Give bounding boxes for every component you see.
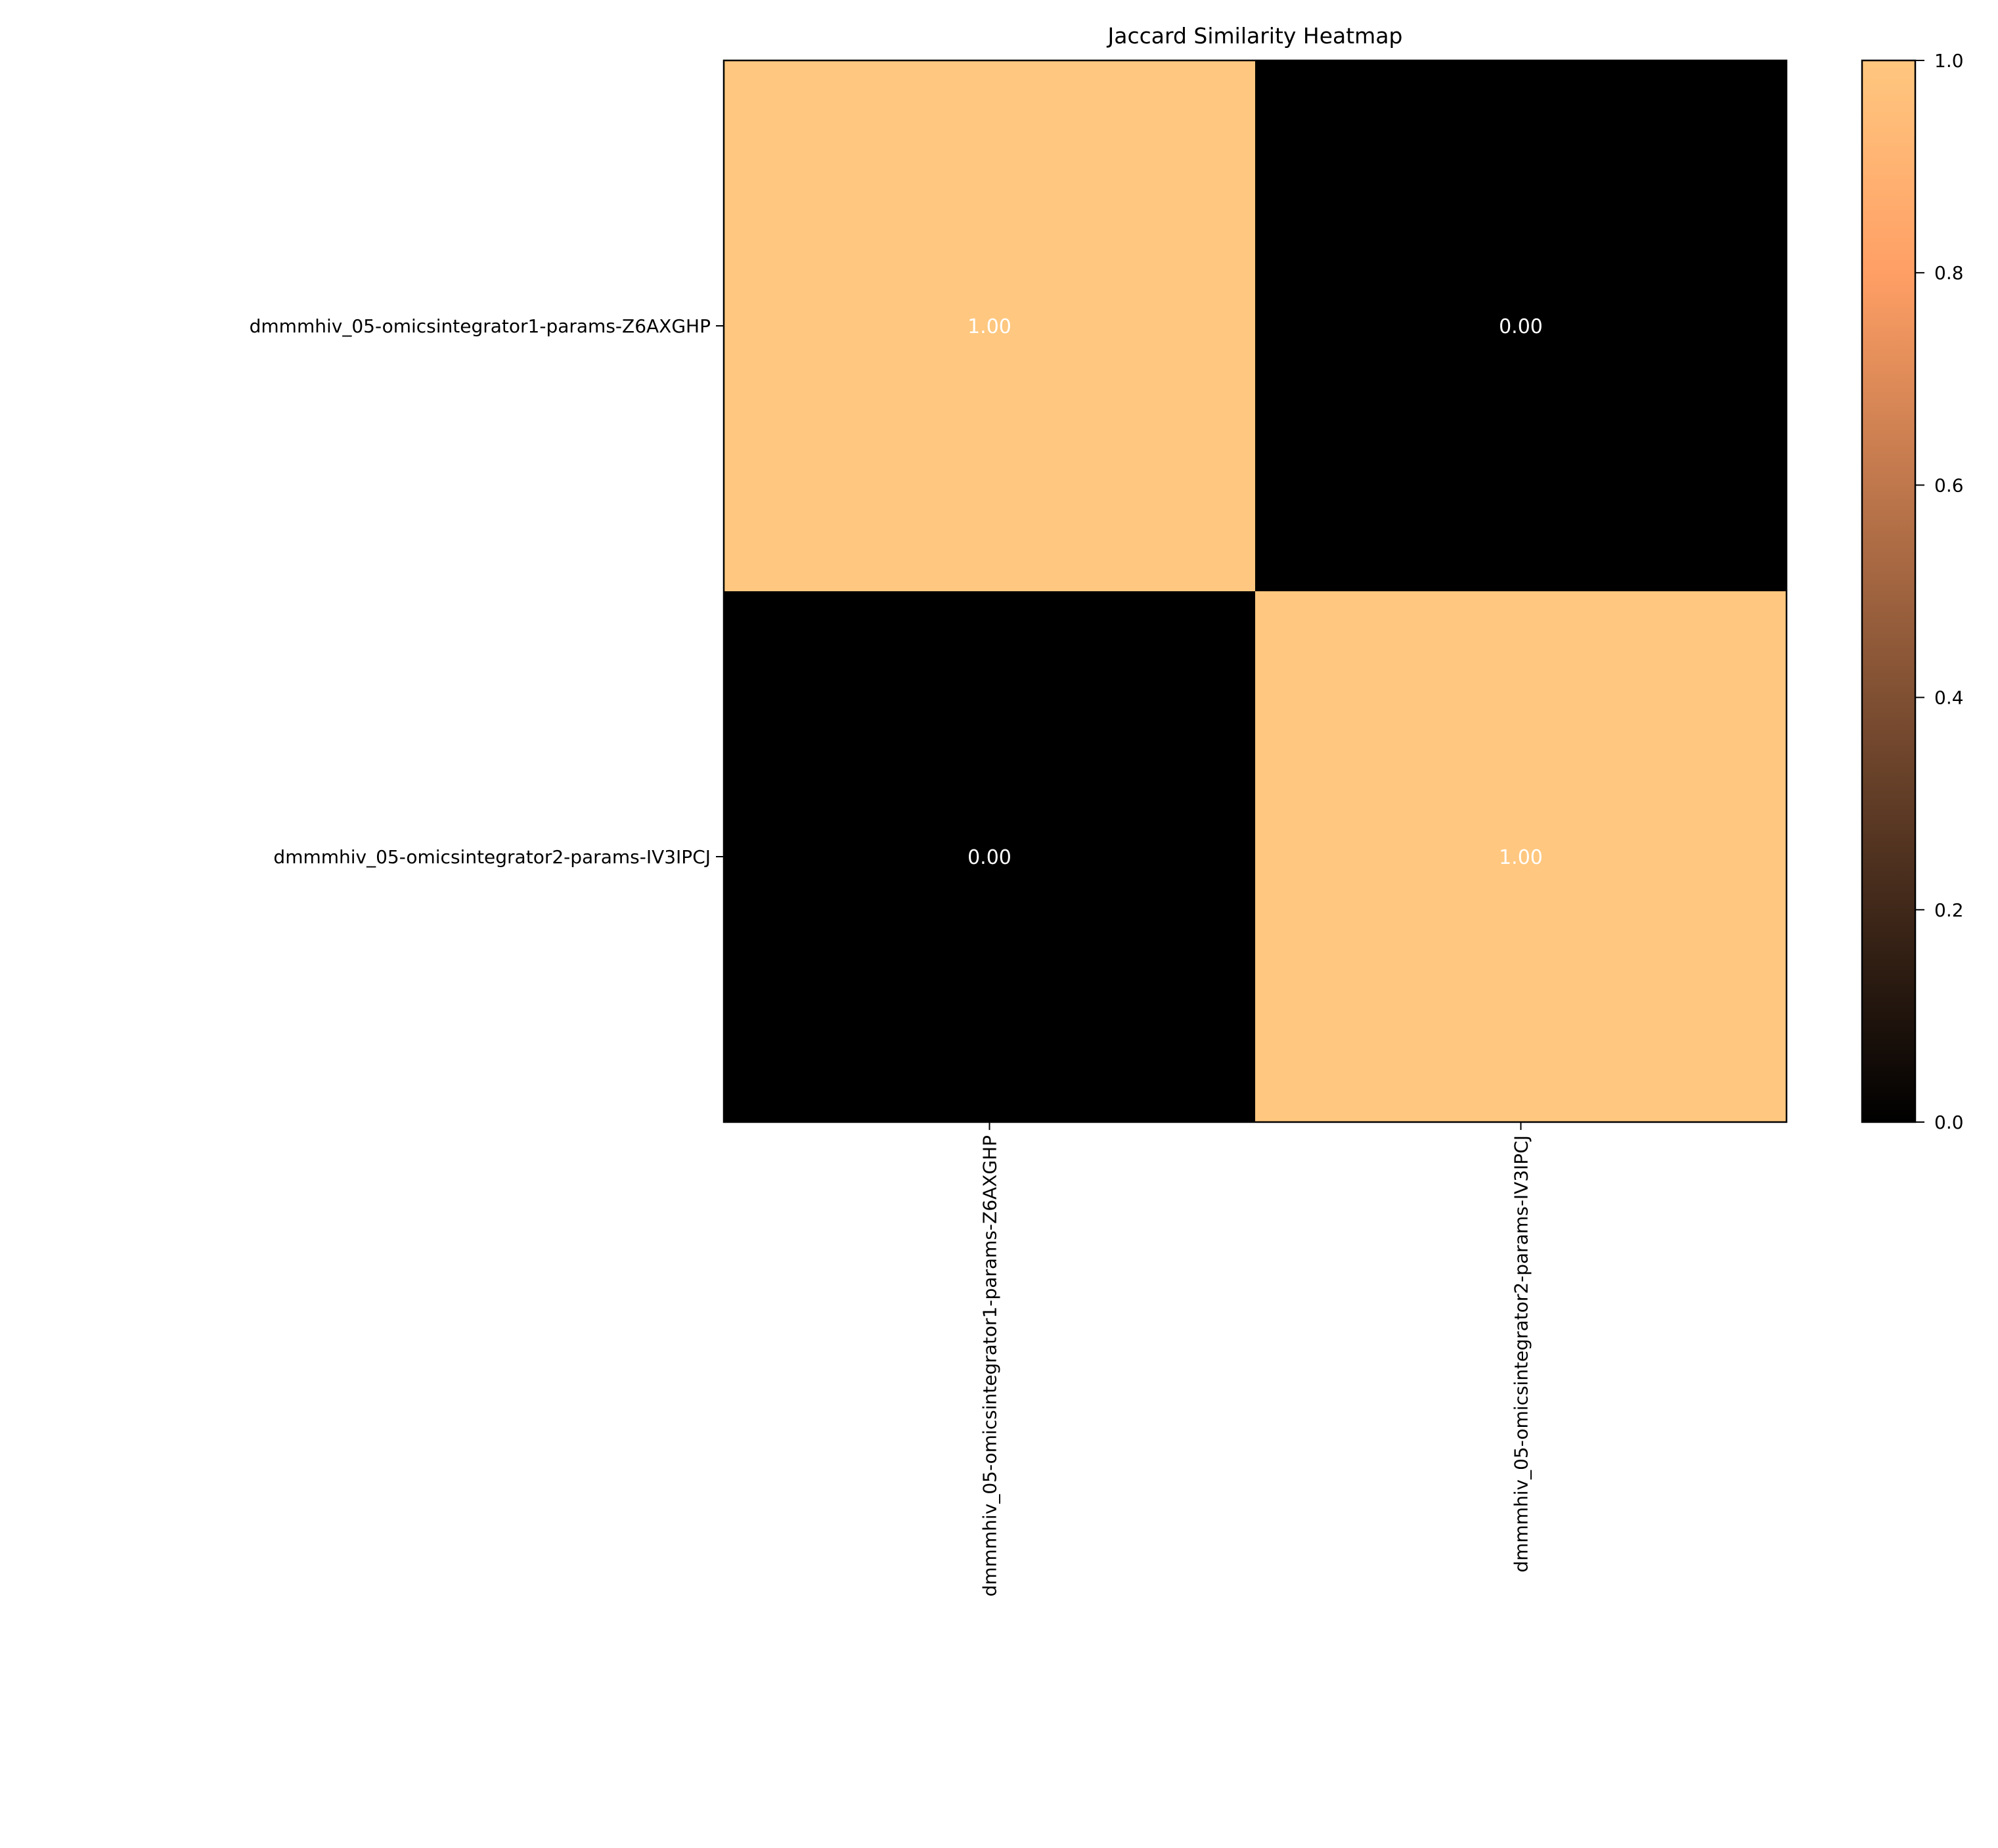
heatmap-frame bbox=[722, 59, 1788, 1123]
chart-title: Jaccard Similarity Heatmap bbox=[1107, 23, 1403, 49]
y-tick-label: dmmmhiv_05-omicsintegrator2-params-IV3IP… bbox=[273, 846, 711, 868]
cell-annotation: 1.00 bbox=[1499, 846, 1543, 869]
colorbar-tick-label: 1.0 bbox=[1934, 50, 1964, 72]
heatmap-cell bbox=[1255, 60, 1787, 592]
colorbar-tick-label: 0.0 bbox=[1934, 1112, 1964, 1133]
cell-annotation: 0.00 bbox=[967, 846, 1011, 869]
colorbar-tick-label: 0.4 bbox=[1934, 687, 1964, 709]
colorbar bbox=[1861, 59, 1917, 1123]
colorbar-tick-label: 0.8 bbox=[1934, 262, 1964, 284]
x-tick-label: dmmmhiv_05-omicsintegrator2-params-IV3IP… bbox=[1511, 1135, 1532, 1573]
x-tick-label: dmmmhiv_05-omicsintegrator1-params-Z6AXG… bbox=[979, 1135, 1001, 1596]
heatmap-cell bbox=[1255, 591, 1787, 1123]
heatmap-cell bbox=[724, 60, 1256, 592]
cell-annotation: 1.00 bbox=[967, 315, 1011, 338]
colorbar-tick-label: 0.2 bbox=[1934, 899, 1964, 921]
colorbar-tick-label: 0.6 bbox=[1934, 474, 1964, 496]
cell-annotation: 0.00 bbox=[1499, 315, 1543, 338]
y-tick-label: dmmmhiv_05-omicsintegrator1-params-Z6AXG… bbox=[250, 315, 711, 337]
heatmap-cell bbox=[724, 591, 1256, 1123]
